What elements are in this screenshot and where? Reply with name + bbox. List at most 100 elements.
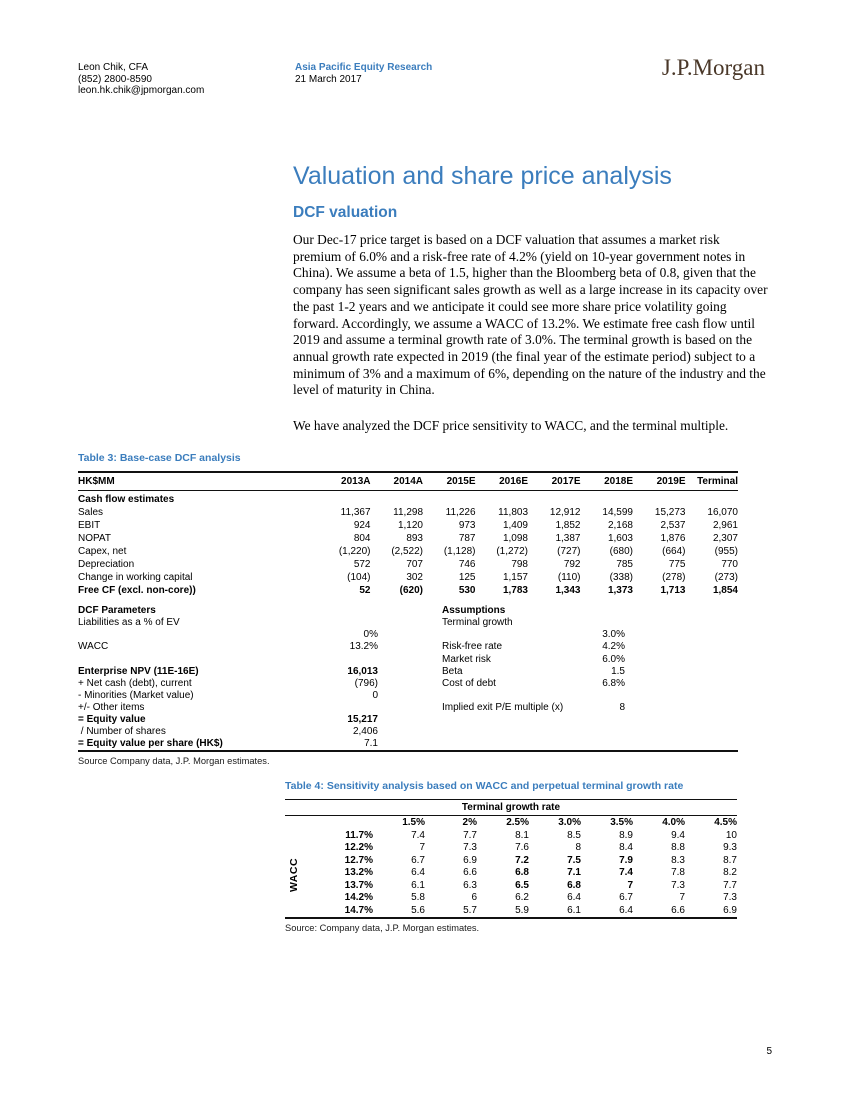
cell-value: 14,599 <box>602 506 633 518</box>
cell-value: (2,522) <box>391 545 423 557</box>
sensitivity-value: 8.2 <box>723 867 737 878</box>
sensitivity-value: 5.6 <box>411 904 425 916</box>
cell-value: (104) <box>347 571 371 583</box>
cell-value: 12,912 <box>549 506 581 518</box>
table-row: 12.7% 6.7 6.9 7.2 7.5 7.9 8.3 8.7 <box>285 855 737 868</box>
cell-value: 1,854 <box>712 585 738 597</box>
table4-rows: 11.7% 7.4 7.7 8.1 8.5 8.9 9.4 10 12.2% 7 7.3 7.6 8 8.… <box>285 830 737 918</box>
sensitivity-value: 5.9 <box>515 904 529 916</box>
assumption-label: Terminal growth <box>442 617 513 629</box>
cell-value: 2,168 <box>607 519 633 531</box>
body-paragraph: Our Dec-17 price target is based on a DC… <box>293 232 768 398</box>
assumption-label <box>442 738 570 750</box>
cell-value: 302 <box>406 571 423 583</box>
spacer-cell <box>378 654 442 666</box>
analyst-phone: (852) 2800-8590 <box>78 73 152 85</box>
param-label: DCF Parameters <box>78 605 156 617</box>
table3-unit-header: HK$MM <box>78 476 115 487</box>
table3-col-header: 2019E <box>656 476 686 487</box>
sensitivity-value: 7.3 <box>671 879 685 891</box>
wacc-row-label: 11.7% <box>345 829 373 841</box>
sensitivity-value: 6.9 <box>463 854 477 866</box>
sensitivity-value: 8 <box>575 842 581 853</box>
table3-col-header: 2014A <box>393 476 423 487</box>
assumption-label: Risk-free rate <box>442 641 503 653</box>
spacer-cell <box>625 702 738 714</box>
assumption-value: 8 <box>619 701 625 713</box>
spacer-cell <box>378 678 442 690</box>
table3-col-header: 2018E <box>604 476 633 487</box>
spacer-cell <box>378 641 442 653</box>
assumption-label <box>442 726 570 738</box>
table-row: 0% 3.0% <box>78 629 738 641</box>
sensitivity-value: 8.4 <box>619 842 633 853</box>
cell-value: (620) <box>399 585 423 597</box>
param-label: Liabilities as a % of EV <box>78 617 180 629</box>
table4-col-header: 1.5% <box>402 817 425 828</box>
spacer-cell <box>378 738 442 750</box>
param-label: = Equity value per share (HK$) <box>78 738 223 750</box>
param-value: (796) <box>354 677 378 689</box>
spacer-cell <box>378 629 442 641</box>
spacer-cell <box>625 641 738 653</box>
cell-value: (338) <box>609 571 633 583</box>
sensitivity-value: 8.3 <box>671 854 685 866</box>
table4-title: Table 4: Sensitivity analysis based on W… <box>285 780 684 792</box>
assumption-value: 6.8% <box>602 677 625 689</box>
assumption-label <box>442 690 570 702</box>
spacer-cell <box>625 629 738 641</box>
spacer-cell <box>625 666 738 678</box>
wacc-row-label: 12.2% <box>344 842 373 853</box>
param-value <box>318 605 378 617</box>
table-row: DCF Parameters Assumptions <box>78 605 738 617</box>
cell-value: 1,603 <box>607 532 633 544</box>
table-row: 14.7% 5.6 5.7 5.9 6.1 6.4 6.6 6.9 <box>285 905 737 918</box>
sensitivity-value: 6.1 <box>567 904 581 916</box>
sensitivity-value: 8.8 <box>671 842 685 853</box>
cell-value: 1,157 <box>502 571 528 583</box>
cell-value: 1,098 <box>502 532 528 544</box>
table-row: Change in working capital (104) 302 125 1,15… <box>78 571 738 584</box>
cell-value: 1,713 <box>660 585 686 597</box>
cell-value: 1,409 <box>502 519 528 531</box>
param-value: 15,217 <box>347 714 378 725</box>
cell-value: (110) <box>557 571 581 583</box>
wacc-row-label: 13.7% <box>344 879 373 891</box>
spacer-cell <box>625 654 738 666</box>
assumption-value: 3.0% <box>602 629 625 641</box>
cell-value: (955) <box>714 545 738 557</box>
analyst-name: Leon Chik, CFA <box>78 62 149 73</box>
table4-source: Source: Company data, J.P. Morgan estima… <box>285 923 480 933</box>
cell-value: 52 <box>359 585 371 597</box>
sensitivity-value: 6.2 <box>515 892 529 903</box>
param-value: 0% <box>363 629 378 641</box>
table-row: Capex, net (1,220) (2,522) (1,128) (1,272) (7… <box>78 545 738 558</box>
param-value <box>318 654 378 666</box>
assumption-value <box>570 726 625 738</box>
sensitivity-value: 7.8 <box>671 867 685 878</box>
param-value: 0 <box>372 689 378 701</box>
table3-header-row: HK$MM 2013A 2014A 2015E 2016E 2017E 2018E 2019… <box>78 473 738 491</box>
sensitivity-value: 7.9 <box>619 854 633 866</box>
sensitivity-value: 6.4 <box>619 904 633 916</box>
cell-value: 775 <box>668 558 686 570</box>
sensitivity-value: 7.2 <box>515 854 529 866</box>
sensitivity-value: 6.8 <box>567 879 581 891</box>
sensitivity-value: 7.7 <box>723 879 737 891</box>
param-label: Enterprise NPV (11E-16E) <box>78 665 199 677</box>
cell-value: 572 <box>353 558 371 570</box>
assumption-value <box>570 714 625 726</box>
cell-value: 1,387 <box>555 532 581 544</box>
table3-col-header: 2015E <box>446 476 476 487</box>
table-row: 13.7% 6.1 6.3 6.5 6.8 7 7.3 7.7 <box>285 880 737 893</box>
assumption-value <box>570 738 625 750</box>
cell-value: 973 <box>458 519 476 531</box>
sensitivity-value: 7.3 <box>463 842 477 853</box>
table3-col-header: 2013A <box>341 476 371 487</box>
table-row: 13.2% 6.4 6.6 6.8 7.1 7.4 7.8 8.2 <box>285 867 737 880</box>
page-number: 5 <box>766 1046 772 1057</box>
sensitivity-value: 6 <box>471 892 477 903</box>
cell-value: (1,272) <box>496 545 528 557</box>
table4-col-header: 4.5% <box>714 817 737 828</box>
spacer-cell <box>378 666 442 678</box>
